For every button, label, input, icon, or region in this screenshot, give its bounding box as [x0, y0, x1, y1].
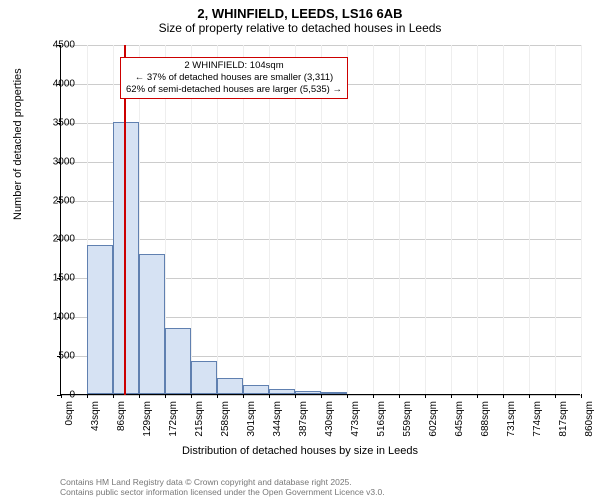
xtick-mark — [217, 394, 218, 398]
xtick-mark — [139, 394, 140, 398]
gridline — [425, 45, 426, 395]
title: 2, WHINFIELD, LEEDS, LS16 6AB — [0, 0, 600, 21]
gridline — [477, 45, 478, 395]
xtick-label: 0sqm — [64, 401, 75, 425]
histogram-bar — [269, 389, 295, 394]
xtick-label: 645sqm — [454, 401, 465, 437]
xtick-label: 688sqm — [480, 401, 491, 437]
xtick-mark — [477, 394, 478, 398]
footer-line: Contains HM Land Registry data © Crown c… — [60, 477, 385, 487]
histogram-bar — [139, 254, 165, 394]
xtick-mark — [581, 394, 582, 398]
xtick-label: 559sqm — [402, 401, 413, 437]
gridline — [555, 45, 556, 395]
xtick-label: 387sqm — [298, 401, 309, 437]
ytick-label: 500 — [35, 351, 75, 362]
ytick-label: 3000 — [35, 156, 75, 167]
histogram-bar — [217, 378, 243, 394]
xtick-mark — [529, 394, 530, 398]
ytick-label: 2500 — [35, 195, 75, 206]
histogram-bar — [87, 245, 113, 394]
histogram-bar — [295, 391, 321, 394]
xtick-label: 129sqm — [142, 401, 153, 437]
xtick-label: 43sqm — [90, 401, 101, 431]
xtick-label: 172sqm — [168, 401, 179, 437]
histogram-bar — [321, 392, 347, 394]
annotation-box: 2 WHINFIELD: 104sqm ← 37% of detached ho… — [120, 57, 348, 99]
xtick-label: 473sqm — [350, 401, 361, 437]
xtick-label: 774sqm — [532, 401, 543, 437]
xtick-mark — [321, 394, 322, 398]
histogram-bar — [113, 122, 139, 394]
ytick-label: 1500 — [35, 273, 75, 284]
ytick-label: 4500 — [35, 40, 75, 51]
gridline — [451, 45, 452, 395]
ytick-label: 3500 — [35, 117, 75, 128]
xtick-mark — [451, 394, 452, 398]
xtick-mark — [113, 394, 114, 398]
xtick-label: 817sqm — [558, 401, 569, 437]
y-axis-label: Number of detached properties — [12, 68, 24, 220]
xtick-mark — [347, 394, 348, 398]
xtick-label: 344sqm — [272, 401, 283, 437]
xtick-mark — [399, 394, 400, 398]
footer-line: Contains public sector information licen… — [60, 487, 385, 497]
xtick-mark — [243, 394, 244, 398]
xtick-label: 215sqm — [194, 401, 205, 437]
gridline — [399, 45, 400, 395]
annotation-line: ← 37% of detached houses are smaller (3,… — [126, 72, 342, 84]
xtick-label: 86sqm — [116, 401, 127, 431]
ytick-label: 1000 — [35, 312, 75, 323]
x-axis-label: Distribution of detached houses by size … — [0, 445, 600, 457]
histogram-bar — [243, 385, 269, 394]
xtick-label: 301sqm — [246, 401, 257, 437]
xtick-mark — [87, 394, 88, 398]
xtick-mark — [165, 394, 166, 398]
xtick-label: 860sqm — [584, 401, 595, 437]
xtick-mark — [503, 394, 504, 398]
xtick-mark — [191, 394, 192, 398]
gridline — [503, 45, 504, 395]
histogram-bar — [191, 361, 217, 394]
histogram-bar — [165, 328, 191, 394]
xtick-label: 516sqm — [376, 401, 387, 437]
annotation-line: 62% of semi-detached houses are larger (… — [126, 84, 342, 96]
xtick-mark — [295, 394, 296, 398]
gridline — [581, 45, 582, 395]
xtick-label: 258sqm — [220, 401, 231, 437]
gridline — [373, 45, 374, 395]
ytick-label: 2000 — [35, 234, 75, 245]
annotation-line: 2 WHINFIELD: 104sqm — [126, 60, 342, 72]
xtick-label: 602sqm — [428, 401, 439, 437]
ytick-label: 0 — [35, 390, 75, 401]
xtick-label: 731sqm — [506, 401, 517, 437]
subtitle: Size of property relative to detached ho… — [0, 21, 600, 39]
gridline — [529, 45, 530, 395]
xtick-mark — [373, 394, 374, 398]
ytick-label: 4000 — [35, 78, 75, 89]
histogram-chart: 0sqm43sqm86sqm129sqm172sqm215sqm258sqm30… — [60, 45, 580, 395]
xtick-mark — [269, 394, 270, 398]
attribution-footer: Contains HM Land Registry data © Crown c… — [60, 477, 385, 497]
xtick-label: 430sqm — [324, 401, 335, 437]
xtick-mark — [555, 394, 556, 398]
xtick-mark — [425, 394, 426, 398]
